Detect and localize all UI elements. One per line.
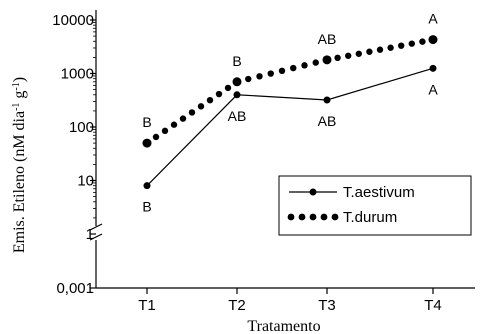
durum-line-dot: [215, 90, 223, 98]
x-axis-title: Tratamento: [247, 318, 320, 334]
durum-line-dot: [152, 133, 160, 141]
durum-line-dot: [197, 103, 205, 110]
legend-durum-dot: [320, 213, 328, 221]
series-lines: [143, 38, 434, 187]
x-tick-label-t4: T4: [424, 297, 442, 314]
y-axis-title: Emis. Etileno (nM dia-1 g-1): [11, 77, 29, 253]
durum-line-dot: [256, 73, 263, 80]
durum-line-dot: [161, 127, 169, 135]
durum-line-dot: [376, 46, 384, 53]
y-tick-label: 0,001: [56, 280, 94, 297]
durum-line-dot: [334, 54, 341, 62]
y-axis-title-sup2: -1: [11, 82, 22, 90]
y-tick-label: 10000: [52, 12, 94, 29]
annotation-aestivum: AB: [318, 113, 337, 129]
y-axis-break-mark-upper: [89, 223, 103, 231]
x-tick-label-t2: T2: [228, 297, 246, 314]
y-axis-break-mark-lower: [89, 233, 103, 241]
durum-line-dot: [355, 50, 362, 57]
annotation-aestivum: AB: [228, 108, 247, 124]
point-aestivum: [323, 96, 331, 104]
annotation-aestivum: A: [428, 81, 438, 97]
durum-line-dot: [278, 67, 286, 75]
durum-line-dot: [188, 109, 196, 116]
y-tick-label: 10: [77, 173, 94, 190]
legend-label-aestivum: T.aestivum: [343, 184, 415, 201]
x-ticks: T1 T2 T3 T4: [138, 288, 442, 314]
durum-line-dot: [179, 115, 187, 122]
y-axis-title-end: ): [11, 77, 28, 82]
annotation-aestivum: B: [142, 199, 151, 215]
durum-line-dot: [224, 84, 232, 92]
legend-box: [278, 175, 472, 236]
durum-line-dot: [345, 52, 352, 59]
legend-swatch-aestivum-dot: [309, 188, 317, 196]
point-durum: [142, 138, 152, 148]
legend-durum-dot: [309, 213, 317, 221]
legend-durum-dot: [298, 213, 306, 221]
durum-line-dot: [301, 62, 308, 69]
x-tick-label-t1: T1: [138, 297, 156, 314]
y-axis-title-sup1: -1: [11, 103, 22, 111]
durum-line-dot: [408, 40, 415, 47]
durum-line-dot: [312, 59, 319, 66]
legend-label-durum: T.durum: [343, 209, 397, 226]
legend-durum-dot: [331, 213, 339, 221]
series-points: [142, 35, 438, 190]
annotation-durum: AB: [318, 31, 337, 47]
annotation-durum: B: [232, 53, 241, 69]
series-line-durum: [143, 38, 426, 147]
point-aestivum: [233, 91, 241, 99]
y-tick-label: 1000: [61, 66, 94, 83]
legend: T.aestivum T.durum: [278, 175, 472, 236]
annotation-durum: B: [142, 114, 151, 130]
x-tick-label-t3: T3: [318, 297, 336, 314]
durum-line-dot: [290, 64, 297, 72]
y-axis-title-main: Emis. Etileno (nM dia: [11, 111, 28, 253]
point-durum: [428, 35, 438, 45]
y-tick-label: 1: [86, 226, 94, 243]
y-tick-label: 100: [69, 119, 94, 136]
durum-line-dot: [245, 75, 252, 83]
legend-durum-dot: [287, 213, 295, 221]
point-durum: [232, 77, 242, 87]
durum-line-dot: [170, 121, 178, 128]
durum-line-dot: [206, 96, 214, 104]
legend-swatch-durum: [287, 213, 339, 221]
y-ticks: 0,001 1 10 100 1000 10000: [52, 12, 96, 297]
point-aestivum: [143, 182, 151, 190]
point-durum: [322, 55, 332, 65]
annotation-durum: A: [428, 11, 438, 27]
series-line-aestivum: [146, 67, 434, 187]
durum-line-dot: [366, 48, 373, 55]
durum-line-dot: [387, 44, 394, 51]
point-aestivum: [429, 64, 437, 72]
axes: [89, 10, 475, 289]
y-axis-title-mid: g: [11, 91, 28, 103]
durum-line-dot: [267, 70, 274, 77]
durum-line-dot: [419, 38, 426, 45]
durum-line-dot: [398, 42, 405, 49]
